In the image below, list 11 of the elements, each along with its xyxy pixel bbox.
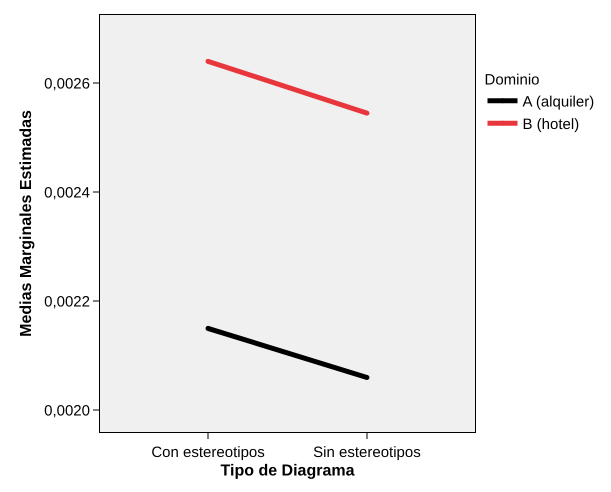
legend-label: A (alquiler) xyxy=(522,94,594,111)
x-tick-label: Sin estereotipos xyxy=(313,444,421,461)
x-tick-label: Con estereotipos xyxy=(151,444,265,461)
y-tick-label: 0,0026 xyxy=(44,75,90,92)
legend-label: B (hotel) xyxy=(522,116,580,134)
y-tick-label: 0,0024 xyxy=(44,184,90,202)
y-tick-label: 0,0020 xyxy=(44,402,90,420)
y-axis-title: Medias Marginales Estimadas xyxy=(18,110,36,337)
y-tick-label: 0,0022 xyxy=(44,293,90,310)
legend-title: Dominio xyxy=(484,72,540,89)
x-axis-title: Tipo de Diagrama xyxy=(220,462,355,480)
